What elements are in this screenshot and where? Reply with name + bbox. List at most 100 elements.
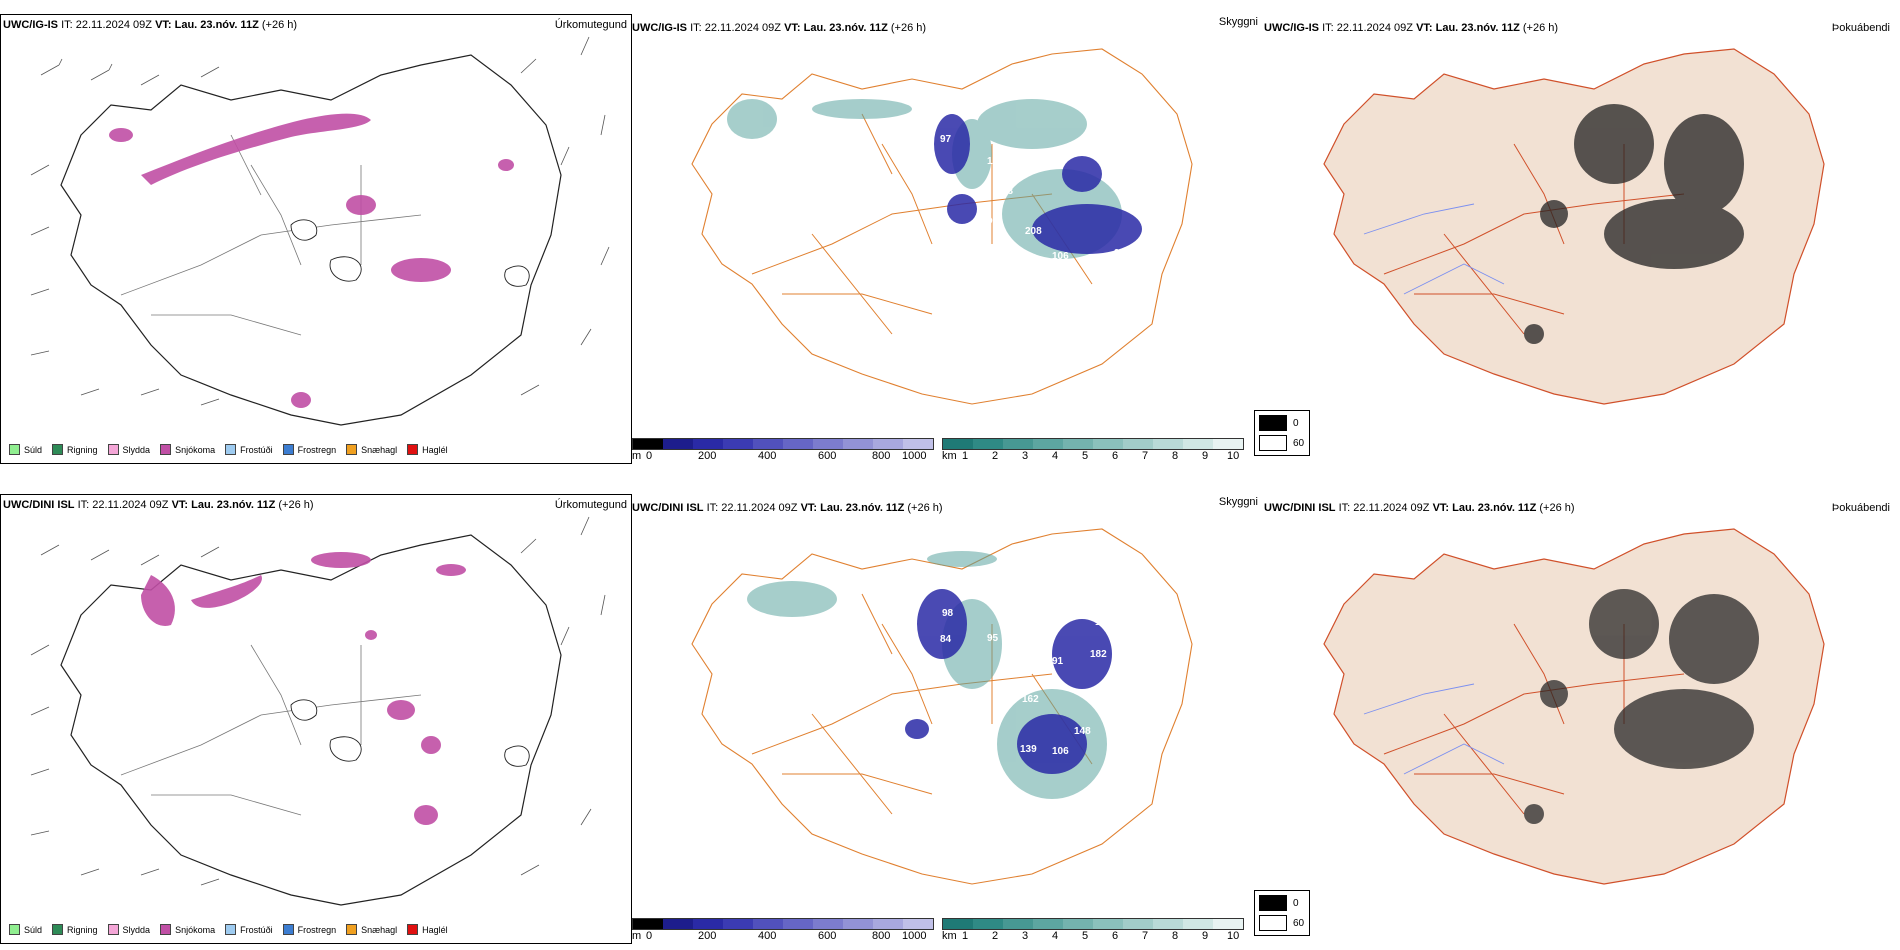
- wind-barbs: [30, 36, 610, 406]
- vis-value-label: 110: [1094, 266, 1111, 277]
- init-time: 22.11.2024 09Z: [75, 19, 152, 31]
- iceland-map-visibility: 98 84 95 190 91 182 86 162 139 106 148 9…: [691, 528, 1193, 885]
- legend-item: Rigning: [52, 444, 98, 455]
- iceland-map-precip: [30, 516, 606, 906]
- legend-item: Snjókoma: [160, 924, 215, 935]
- legend-item: Súld: [9, 924, 42, 935]
- legend-item: Frostúði: [225, 444, 273, 455]
- colorbar-step: [943, 439, 973, 449]
- vis-value-label: 12: [1062, 291, 1074, 302]
- vis-value-label: 98: [942, 608, 954, 619]
- vis-value-label: 95: [1114, 743, 1126, 754]
- iceland-map-visibility: 321 97 15 23 97 208 116 12 111 106 110 9…: [691, 48, 1193, 405]
- colorbar-step: [693, 919, 723, 929]
- legend-swatch: [225, 444, 237, 455]
- colorbar-step: [903, 919, 933, 929]
- legend-swatch: [52, 444, 64, 455]
- iceland-map-fog: [1323, 48, 1825, 405]
- colorbar-step: [973, 439, 1003, 449]
- legend-swatch: [160, 924, 172, 935]
- vis-value-label: 148: [1074, 726, 1091, 737]
- vis-value-label: 86: [932, 719, 944, 730]
- fog-legend-row: 60: [1259, 915, 1304, 931]
- precip-legend: Súld Rigning Slydda Snjókoma Frostúði Fr…: [9, 444, 448, 455]
- colorbar-step: [1183, 439, 1213, 449]
- vis-value-label: 111: [1014, 256, 1030, 267]
- iceland-outline: [60, 54, 562, 426]
- colorbar-step: [1003, 919, 1033, 929]
- colorbar-step: [843, 439, 873, 449]
- legend-item: Haglél: [407, 924, 448, 935]
- vis-value-label: 97: [987, 216, 999, 227]
- colorbar-step: [1213, 439, 1243, 449]
- fog-legend-row: 60: [1259, 435, 1304, 451]
- colorbar-step: [973, 919, 1003, 929]
- vis-value-label: 91: [1052, 656, 1064, 667]
- legend-swatch: [407, 444, 419, 455]
- legend-swatch: [1259, 915, 1287, 931]
- ceiling-colorbar: [632, 438, 934, 450]
- legend-value: 0: [1293, 417, 1299, 429]
- colorbar-step: [1213, 919, 1243, 929]
- vis-value-label: 208: [1025, 226, 1042, 237]
- visibility-panel: UWC/IG-IS IT: 22.11.2024 09Z VT: Lau. 23…: [632, 14, 1262, 462]
- colorbar-step: [813, 919, 843, 929]
- param-title: Skyggni: [1218, 16, 1258, 28]
- colorbar-step: [873, 439, 903, 449]
- visibility-colorbar: [942, 918, 1244, 930]
- precip-type-panel: UWC/IG-IS IT: 22.11.2024 09Z VT: Lau. 23…: [0, 14, 632, 464]
- colorbar-step: [1123, 919, 1153, 929]
- legend-value: 60: [1293, 437, 1305, 449]
- param-title: Úrkomutegund: [554, 499, 627, 511]
- colorbar-step: [1153, 439, 1183, 449]
- visibility-panel: UWC/DINI ISL IT: 22.11.2024 09Z VT: Lau.…: [632, 494, 1262, 942]
- iceland-map-fog: [1323, 528, 1825, 885]
- vis-value-label: 116: [935, 241, 952, 252]
- panel-header: UWC/DINI ISL IT: 22.11.2024 09Z VT: Lau.…: [1264, 502, 1575, 514]
- vis-value-label: 23: [1002, 186, 1014, 197]
- vis-value-label: 12: [957, 231, 969, 242]
- vis-value-label: 15: [987, 156, 999, 167]
- panel-header: UWC/IG-IS IT: 22.11.2024 09Z VT: Lau. 23…: [3, 19, 298, 31]
- fog-index-panel: UWC/DINI ISL IT: 22.11.2024 09Z VT: Lau.…: [1254, 494, 1894, 942]
- lead-time: (+26 h): [261, 19, 298, 31]
- colorbar-step: [783, 439, 813, 449]
- fog-legend-row: 0: [1259, 415, 1299, 431]
- iceland-map-precip: [30, 36, 610, 426]
- model-name: UWC/DINI ISL: [3, 499, 75, 511]
- colorbar-step: [873, 919, 903, 929]
- colorbar-step: [1003, 439, 1033, 449]
- legend-swatch: [9, 444, 20, 455]
- vis-value-label: 12: [932, 850, 944, 861]
- model-name: UWC/IG-IS: [3, 19, 58, 31]
- param-title: Þokuábendi: [1831, 502, 1890, 514]
- legend-swatch: [9, 924, 20, 935]
- fog-legend: 0 60: [1254, 410, 1310, 456]
- panel-header: UWC/IG-IS IT: 22.11.2024 09Z VT: Lau. 23…: [1264, 22, 1559, 34]
- vis-value-label: 97: [940, 134, 952, 145]
- legend-item: Rigning: [52, 924, 98, 935]
- fog-legend: 0 60: [1254, 890, 1310, 936]
- legend-item: Slydda: [107, 444, 150, 455]
- colorbar-step: [1093, 439, 1123, 449]
- vis-value-label: 139: [1020, 744, 1037, 755]
- legend-value: 60: [1293, 917, 1305, 929]
- visibility-colorbar: [942, 438, 1244, 450]
- colorbar-step: [1063, 919, 1093, 929]
- legend-swatch: [107, 924, 119, 935]
- legend-swatch: [160, 444, 172, 455]
- fog-shading: [727, 99, 1122, 259]
- vis-value-label: 95: [1114, 248, 1126, 259]
- legend-swatch: [1259, 895, 1287, 911]
- legend-swatch: [346, 924, 358, 935]
- vis-value-label: 190: [1095, 617, 1112, 628]
- colorbar-step: [843, 919, 873, 929]
- colorbar-step: [903, 439, 933, 449]
- legend-item: Frostregn: [282, 924, 336, 935]
- vis-value-label: 106: [1052, 746, 1069, 757]
- snowfall-areas: [109, 113, 514, 408]
- legend-swatch: [407, 924, 419, 935]
- colorbar-step: [1033, 439, 1063, 449]
- colorbar-step: [753, 439, 783, 449]
- colorbar-step: [723, 919, 753, 929]
